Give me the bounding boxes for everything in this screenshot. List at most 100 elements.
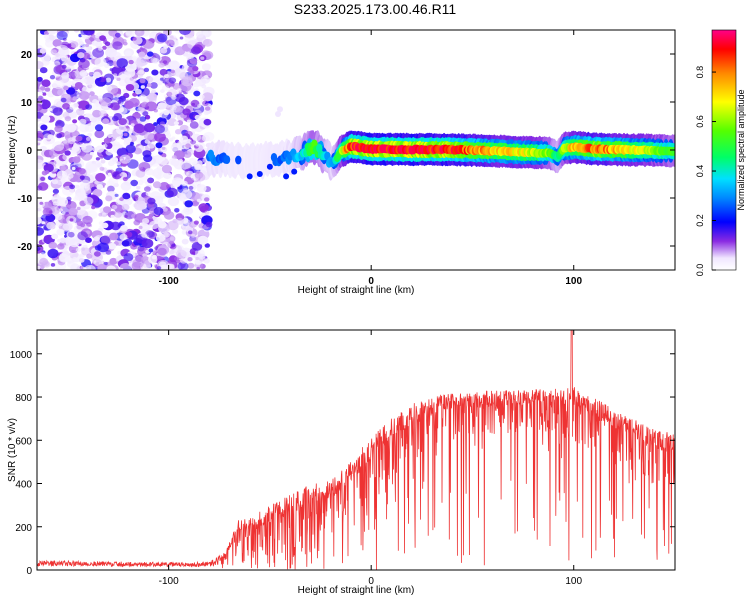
- noise-blob: [92, 188, 103, 197]
- noise-blob: [189, 70, 195, 75]
- noise-blob: [186, 170, 194, 178]
- noise-blob: [147, 178, 154, 184]
- noise-blob: [169, 240, 175, 245]
- noise-blob: [80, 179, 91, 189]
- noise-blob: [54, 213, 63, 221]
- noise-blob: [166, 184, 171, 189]
- noise-blob: [116, 161, 121, 166]
- noise-blob: [153, 122, 158, 127]
- noise-blob: [105, 85, 113, 91]
- noise-blob: [72, 119, 78, 124]
- noise-blob: [149, 220, 160, 230]
- noise-blob: [171, 243, 176, 247]
- noise-blob: [37, 216, 42, 225]
- noise-blob: [142, 218, 150, 224]
- noise-blob: [132, 258, 144, 269]
- noise-blob: [124, 62, 137, 72]
- noise-blob: [99, 166, 105, 171]
- noise-blob: [200, 75, 211, 84]
- noise-blob: [159, 77, 164, 81]
- noise-blob: [48, 241, 58, 250]
- colorbar-tick-label: 0.4: [695, 165, 705, 178]
- noise-blob: [110, 214, 115, 219]
- noise-blob: [82, 83, 93, 93]
- noise-blob: [117, 250, 122, 255]
- noise-blob: [94, 34, 100, 39]
- signal-track-blob: [671, 146, 675, 156]
- noise-blob: [51, 194, 62, 204]
- noise-blob: [39, 48, 47, 54]
- noise-blob: [44, 170, 50, 175]
- noise-blob: [169, 236, 175, 241]
- noise-blob: [116, 77, 121, 81]
- noise-blob: [93, 236, 100, 242]
- noise-blob: [123, 132, 128, 137]
- noise-blob: [162, 60, 168, 64]
- noise-blob: [195, 142, 201, 147]
- noise-blob: [95, 145, 105, 153]
- noise-blob: [168, 60, 180, 71]
- noise-blob: [72, 256, 78, 261]
- noise-blob: [83, 196, 94, 206]
- colorbar-gradient: [712, 30, 736, 270]
- noise-blob: [143, 154, 153, 163]
- noise-blob: [41, 79, 51, 87]
- x-tick-label: -100: [159, 276, 179, 287]
- noise-blob: [136, 185, 141, 190]
- noise-blob: [94, 251, 101, 257]
- colorbar-frame: [711, 29, 737, 271]
- noise-blob: [38, 95, 43, 100]
- noise-blob: [116, 94, 121, 98]
- noise-blob: [199, 94, 205, 100]
- noise-blob: [138, 94, 147, 102]
- noise-blob: [202, 92, 214, 102]
- noise-blob: [56, 170, 68, 180]
- noise-blob: [167, 88, 178, 98]
- noise-blob: [148, 255, 158, 264]
- noise-blob: [49, 75, 56, 80]
- noise-blob: [205, 106, 211, 111]
- noise-blob: [180, 135, 189, 143]
- noise-blob: [52, 79, 65, 90]
- noise-blob: [175, 217, 184, 225]
- noise-blob: [104, 63, 110, 69]
- noise-blob: [191, 46, 201, 55]
- noise-blob: [131, 55, 137, 60]
- noise-blob: [44, 235, 49, 240]
- noise-blob: [150, 82, 158, 89]
- noise-blob: [173, 121, 179, 126]
- noise-blob: [110, 210, 116, 215]
- noise-blob: [88, 71, 94, 76]
- noise-blob: [174, 46, 186, 56]
- noise-blob: [141, 238, 154, 249]
- noise-blob: [111, 129, 124, 140]
- noise-blob: [202, 30, 209, 35]
- y-tick-label: -20: [18, 242, 33, 253]
- noise-blob: [52, 188, 60, 194]
- noise-blob: [204, 197, 210, 202]
- noise-blob: [144, 114, 151, 120]
- noise-blob: [81, 247, 86, 251]
- noise-blob: [47, 30, 57, 35]
- noise-blob: [203, 109, 210, 116]
- noise-blob: [89, 91, 95, 96]
- noise-blob: [79, 91, 90, 101]
- noise-blob: [78, 258, 85, 263]
- noise-blob: [197, 104, 202, 108]
- noise-blob: [167, 196, 180, 207]
- noise-blob: [118, 145, 123, 149]
- noise-blob: [40, 176, 46, 181]
- noise-blob: [94, 124, 104, 132]
- noise-blob: [189, 121, 199, 129]
- noise-blob: [170, 69, 176, 74]
- noise-blob: [203, 118, 212, 126]
- noise-blob: [157, 33, 168, 43]
- noise-blob: [158, 156, 169, 165]
- noise-blob: [104, 142, 113, 149]
- noise-blob: [37, 76, 43, 82]
- x-tick-label: -100: [159, 576, 179, 587]
- noise-blob: [110, 51, 122, 62]
- noise-blob: [94, 57, 107, 67]
- noise-blob: [81, 143, 93, 153]
